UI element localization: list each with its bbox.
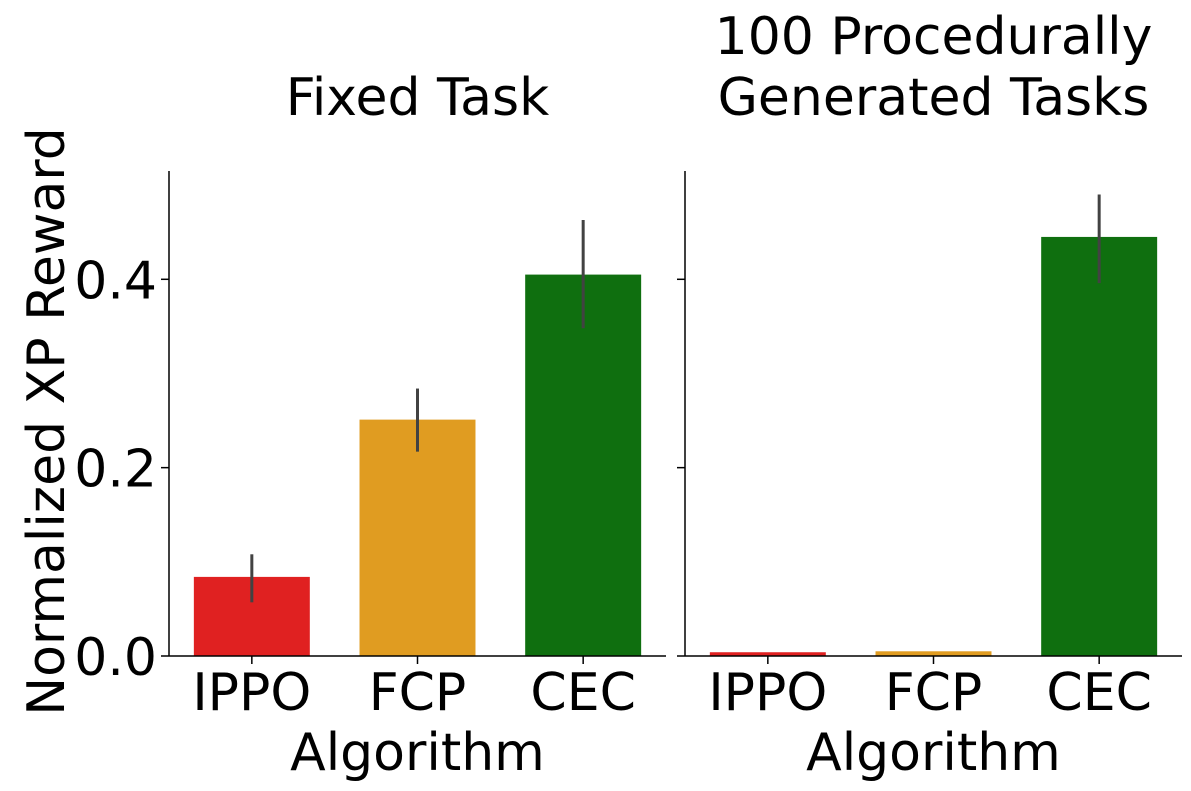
bar-fcp [875,651,992,656]
panel-title-line: 100 Procedurally [715,7,1153,67]
x-tick-label: IPPO [192,663,311,723]
x-tick-label: FCP [885,663,983,723]
y-axis-label: Normalized XP Reward [17,127,77,716]
x-tick-label: FCP [369,663,467,723]
bar-cec [1041,236,1158,656]
x-tick-label: CEC [530,663,635,723]
y-tick-label: 0.4 [74,251,157,311]
bar-fcp [359,419,476,656]
panel-title-line: Generated Tasks [718,68,1150,128]
x-tick-label: IPPO [708,663,827,723]
panel-title-line: Fixed Task [286,68,550,128]
x-tick-label: CEC [1046,663,1151,723]
y-tick-label: 0.2 [74,440,157,500]
x-axis-label: Algorithm [290,723,545,783]
bar-ippo [709,652,826,656]
bar-cec [525,274,642,656]
x-axis-label: Algorithm [806,723,1061,783]
y-tick-label: 0.0 [74,628,157,688]
